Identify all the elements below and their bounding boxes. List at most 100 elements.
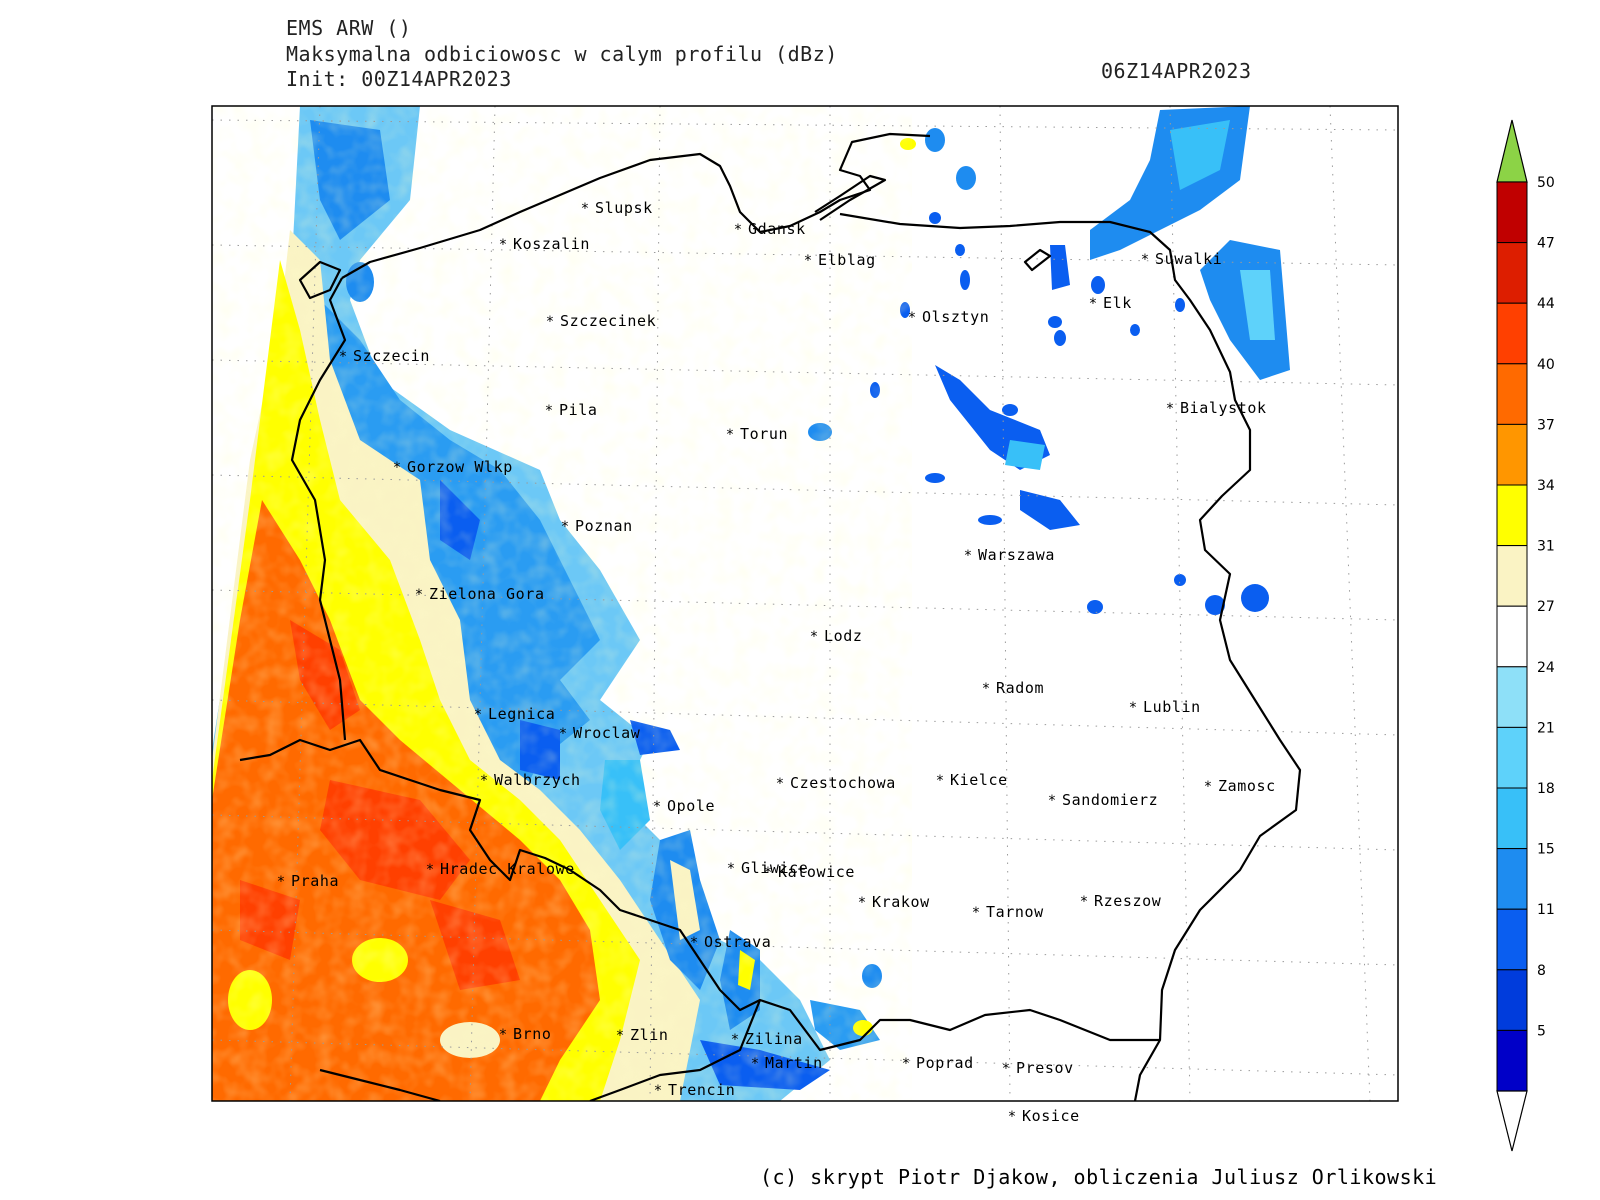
colorbar-segment [1496,363,1528,425]
colorbar-tick-label: 40 [1537,357,1555,373]
city-zamosc: * Zamosc [1204,777,1276,795]
city-label: Torun [740,425,788,443]
colorbar-segment [1496,666,1528,728]
city-gdansk: * Gdansk [734,220,806,238]
city-hradec-kralowe: * Hradec Kralowe [426,860,575,878]
city-marker: * [734,222,742,238]
city-ostrava: * Ostrava [690,933,771,951]
city-marker: * [545,403,553,419]
city-marker: * [1048,793,1056,809]
city-label: Katowice [778,863,855,881]
valid-time: 06Z14APR2023 [1101,59,1252,83]
colorbar-segment [1496,484,1528,547]
colorbar-tick-label: 11 [1537,902,1555,918]
reflectivity-cell [1241,584,1269,612]
colorbar-segment [1496,242,1528,304]
city-label: Gliwice [741,859,808,877]
city-marker: * [964,548,972,564]
colorbar-tick-label: 21 [1537,720,1555,736]
city-presov: * Presov [1002,1059,1073,1077]
city-zilina: * Zilina [731,1030,802,1048]
city-label: Kielce [950,771,1008,789]
colorbar-tick-label: 15 [1537,842,1555,858]
city-marker: * [480,773,488,789]
colorbar-tick-label: 44 [1537,296,1555,312]
reflectivity-cell [1002,404,1018,416]
reflectivity-cell [955,244,965,256]
city-marker: * [499,1027,507,1043]
city-label: Lodz [824,627,863,645]
city-marker: * [1166,401,1174,417]
reflectivity-cell [1240,270,1275,340]
city-marker: * [559,726,567,742]
colorbar-bottom-arrow [1496,1090,1528,1152]
colorbar-segment [1496,605,1528,668]
city-legnica: * Legnica [474,705,555,723]
city-zielona-gora: * Zielona Gora [415,585,544,603]
colorbar-tick-label: 47 [1537,236,1555,252]
city-labels: * Slupsk * Koszalin * Gdansk * Elblag * Suwalki * E… [277,199,1276,1125]
colorbar-segment [1496,787,1528,850]
city-kielce: * Kielce [936,771,1008,789]
city-marker: * [727,861,735,877]
city-suwalki: * Suwalki [1141,250,1222,268]
city-trencin: * Trencin [654,1081,735,1099]
city-label: Poprad [916,1054,974,1072]
city-marker: * [804,253,812,269]
city-label: Ostrava [704,933,771,951]
borders [239,132,1302,1101]
city-label: Gdansk [748,220,806,238]
reflectivity-cell [925,473,945,483]
reflectivity-cell [1054,330,1066,346]
colorbar-segment [1496,302,1528,365]
city-lublin: * Lublin [1129,698,1200,716]
colorbar-top-arrow [1496,119,1528,183]
city-label: Slupsk [595,199,653,217]
city-label: Suwalki [1155,250,1222,268]
reflectivity-cell [1087,600,1103,614]
colorbar-segment [1496,423,1528,486]
city-label: Hradec Kralowe [440,860,575,878]
city-label: Krakow [872,893,930,911]
reflectivity-cell [1005,440,1045,470]
city-label: Sandomierz [1062,791,1158,809]
city-marker: * [764,865,772,881]
city-szczecin: * Szczecin [339,347,430,365]
city-marker: * [426,862,434,878]
city-label: Martin [765,1054,823,1072]
map-frame [211,105,1399,1102]
city-label: Kosice [1022,1107,1080,1125]
city-praha: * Praha [277,872,339,890]
reflectivity-cell [960,270,970,290]
reflectivity-cell [956,166,976,190]
reflectivity-cell [1205,595,1225,615]
city-martin: * Martin [751,1054,823,1072]
city-marker: * [751,1056,759,1072]
city-label: Elk [1103,294,1132,312]
city-label: Zamosc [1218,777,1276,795]
city-label: Warszawa [978,546,1055,564]
city-walbrzych: * Walbrzych [480,771,581,789]
city-pila: * Pila [545,401,598,419]
city-label: Praha [291,872,339,890]
model-title: EMS ARW () [286,16,412,40]
baltic-coastline [341,132,931,279]
reflectivity-cell [1175,298,1185,312]
city-label: Rzeszow [1094,892,1162,910]
city-slupsk: * Slupsk [581,199,653,217]
city-elblag: * Elblag [804,251,875,269]
city-marker: * [1080,894,1088,910]
city-bialystok: * Bialystok [1166,399,1266,417]
city-marker: * [1204,779,1212,795]
city-label: Szczecin [353,347,430,365]
city-marker: * [1008,1109,1016,1125]
kaliningrad-outline [1023,248,1052,272]
colorbar-segment [1496,726,1528,789]
city-label: Walbrzych [494,771,581,789]
city-label: Pila [559,401,598,419]
city-marker: * [1141,252,1149,268]
city-tarnow: * Tarnow [972,903,1044,921]
city-marker: * [776,776,784,792]
colorbar-tick-label: 8 [1537,963,1546,979]
